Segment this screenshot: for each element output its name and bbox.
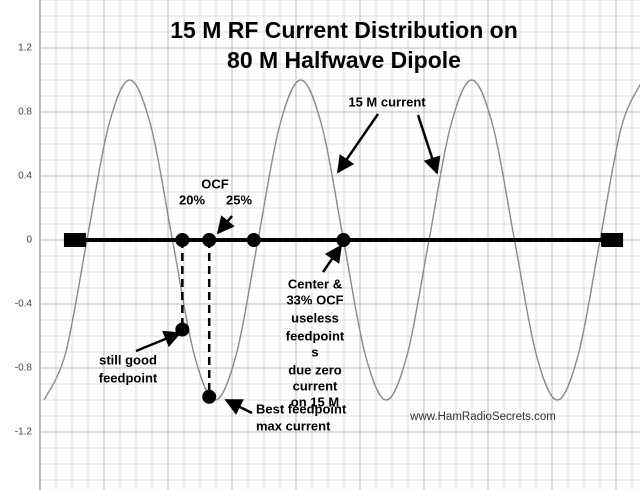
plot bbox=[43, 79, 640, 404]
arrow bbox=[216, 215, 235, 235]
chart-title: 15 M RF Current Distribution on bbox=[170, 17, 518, 43]
annotation: feedpoint bbox=[99, 370, 158, 385]
annotation: s bbox=[311, 344, 318, 359]
arrow bbox=[336, 113, 380, 174]
arrow bbox=[135, 330, 182, 353]
annotation: 33% OCF bbox=[286, 292, 343, 307]
feedpoint bbox=[336, 233, 351, 247]
wire-end bbox=[63, 233, 86, 247]
annotation: feedpoint bbox=[286, 328, 345, 343]
annotation: due zero bbox=[288, 362, 342, 377]
wire-end bbox=[601, 233, 624, 247]
feedpoint bbox=[202, 389, 217, 404]
annotation: on 15 M bbox=[291, 394, 339, 409]
y-tick-label: 0 bbox=[26, 235, 32, 246]
annotation: still good bbox=[99, 352, 157, 367]
y-tick-label: 1.2 bbox=[18, 43, 32, 54]
annotation: current bbox=[293, 378, 338, 393]
annotation: Best feedpoint bbox=[256, 401, 347, 416]
annotation: OCF bbox=[201, 176, 229, 191]
annotation: 25% bbox=[226, 192, 252, 207]
annotation: max current bbox=[256, 418, 331, 433]
annotation: useless bbox=[291, 310, 339, 325]
y-tick-label: -0.8 bbox=[15, 363, 33, 374]
y-tick-label: 0.4 bbox=[18, 171, 32, 182]
chart-title: 80 M Halfwave Dipole bbox=[227, 47, 461, 73]
annotation: 15 M current bbox=[348, 94, 426, 109]
feedpoint bbox=[246, 233, 261, 247]
arrow bbox=[321, 244, 343, 273]
annotation: Center & bbox=[288, 276, 342, 291]
labels: 1.2 0.8 0.4 0 -0.4 -0.8 -1.2 15 M RF Current Di… bbox=[15, 17, 556, 438]
y-tick-label: -0.4 bbox=[15, 299, 33, 310]
arrow bbox=[416, 114, 441, 175]
y-tick-label: -1.2 bbox=[15, 427, 33, 438]
watermark: www.HamRadioSecrets.com bbox=[409, 411, 556, 423]
arrow bbox=[224, 398, 253, 415]
annotation: 20% bbox=[179, 192, 205, 207]
feedpoint bbox=[202, 233, 217, 247]
y-tick-label: 0.8 bbox=[18, 107, 32, 118]
feedpoint bbox=[175, 233, 190, 247]
